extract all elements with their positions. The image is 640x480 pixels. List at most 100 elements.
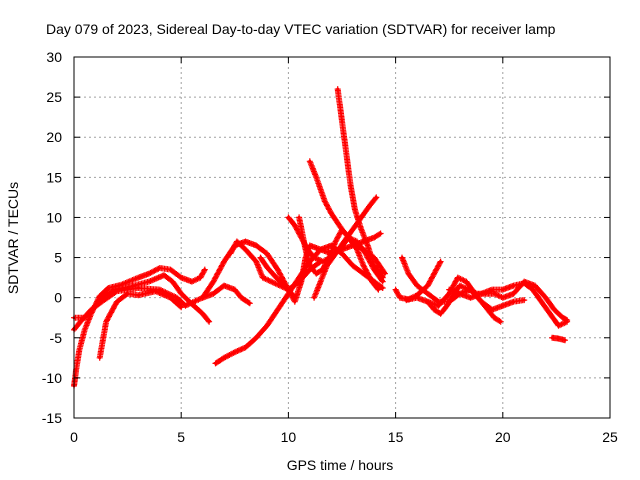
data-point <box>563 338 567 342</box>
data-point <box>512 292 515 296</box>
data-point <box>115 300 119 304</box>
data-point <box>334 240 338 243</box>
y-axis-label: SDTVAR / TECUs <box>5 182 21 294</box>
data-point <box>374 195 378 199</box>
y-tick-label: 15 <box>46 169 62 185</box>
data-point <box>351 240 355 243</box>
data-point <box>312 256 316 260</box>
data-point <box>383 272 387 276</box>
x-tick-label: 10 <box>281 429 297 445</box>
data-point <box>211 292 215 296</box>
data-point <box>340 119 344 123</box>
data-point <box>162 273 166 277</box>
data-point <box>98 356 102 360</box>
data-point <box>265 265 269 269</box>
data-point <box>426 284 430 288</box>
data-point <box>381 280 385 284</box>
data-point <box>104 320 108 324</box>
data-point <box>361 264 365 268</box>
data-point <box>229 252 232 255</box>
data-point <box>325 264 329 268</box>
data-point <box>244 240 247 243</box>
data-point <box>486 308 490 312</box>
y-tick-label: 5 <box>54 250 62 266</box>
data-point <box>372 264 376 268</box>
data-point <box>366 244 370 247</box>
data-point <box>407 272 410 276</box>
data-point <box>126 292 130 296</box>
data-point <box>136 276 140 280</box>
data-point <box>104 292 108 296</box>
data-point <box>323 199 327 203</box>
y-tick-label: 10 <box>46 209 62 225</box>
data-point <box>458 292 462 296</box>
data-point <box>286 288 290 292</box>
data-point <box>398 296 402 300</box>
data-point <box>548 312 552 316</box>
data-point <box>233 288 237 292</box>
data-marker-path <box>71 282 253 333</box>
data-point <box>308 264 312 268</box>
data-point <box>201 296 205 300</box>
data-point <box>297 215 301 219</box>
data-point <box>334 252 338 255</box>
data-point <box>552 308 556 312</box>
data-point <box>276 268 280 272</box>
x-tick-label: 5 <box>177 429 185 445</box>
gridlines <box>74 57 610 418</box>
data-point <box>379 232 383 235</box>
data-point <box>169 268 172 272</box>
data-point <box>492 316 496 320</box>
data-point <box>381 286 385 290</box>
axis-ticks: 0 5 10 15 20 25 -15 -10 -5 0 5 10 15 20 25 30 <box>42 49 618 445</box>
data-point <box>501 304 505 308</box>
data-point <box>254 336 258 340</box>
data-point <box>77 348 81 352</box>
y-tick-label: 25 <box>46 89 62 105</box>
data-point <box>319 248 323 251</box>
series-arc-12 <box>311 194 380 301</box>
data-point <box>269 280 273 284</box>
data-point <box>179 276 183 280</box>
data-point <box>179 292 183 296</box>
data-point <box>394 288 398 292</box>
chart-title: Day 079 of 2023, Sidereal Day-to-day VTE… <box>46 21 556 37</box>
data-point <box>479 292 483 296</box>
data-point <box>147 272 151 276</box>
data-point <box>299 280 303 284</box>
data-point <box>259 256 262 260</box>
data-marker-path <box>399 254 528 313</box>
data-point <box>314 272 318 276</box>
data-point <box>376 288 380 292</box>
y-tick-label: 20 <box>46 129 62 145</box>
data-point <box>544 296 548 300</box>
data-point <box>368 203 372 207</box>
data-point <box>136 293 140 297</box>
data-point <box>351 228 355 231</box>
data-point <box>199 276 202 280</box>
series-arc-03 <box>71 282 253 333</box>
data-point <box>458 284 462 288</box>
data-point <box>308 159 312 163</box>
data-point <box>439 260 443 264</box>
y-tick-label: -15 <box>42 410 62 426</box>
data-point <box>329 211 333 215</box>
data-point <box>522 298 526 302</box>
data-point <box>434 268 438 272</box>
series-arc-19 <box>549 334 568 344</box>
data-point <box>492 292 496 296</box>
data-point <box>501 296 505 300</box>
data-point <box>550 336 554 340</box>
data-point <box>467 288 470 292</box>
data-point <box>314 175 318 179</box>
data-point <box>439 312 443 316</box>
series-arc-14 <box>392 258 444 303</box>
data-point <box>239 296 243 300</box>
data-point <box>308 244 312 247</box>
data-point <box>100 300 104 304</box>
data-point <box>404 298 408 302</box>
y-tick-label: -5 <box>50 330 63 346</box>
data-point <box>469 296 473 300</box>
data-point <box>447 288 451 292</box>
